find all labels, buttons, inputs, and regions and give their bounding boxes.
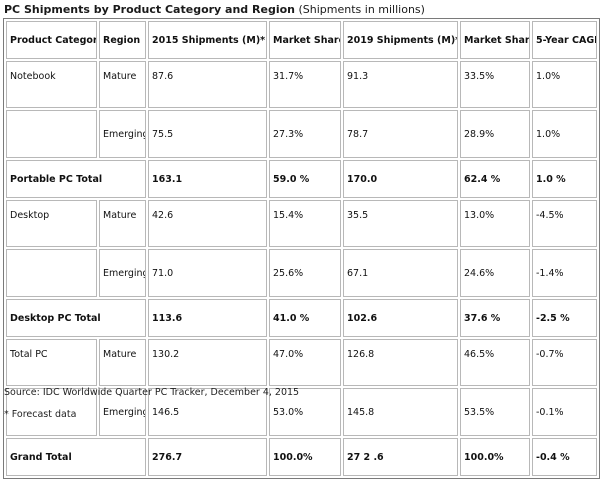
cell-2019-share: 24.6% [460,249,530,297]
cell-2019-share: 62.4 % [460,160,530,198]
forecast-footnote: * Forecast data [4,409,77,420]
cell-2019-shipments: 102.6 [343,299,458,337]
table-row-portable-total: Portable PC Total 163.1 59.0 % 170.0 62.… [6,160,597,198]
table-title: PC Shipments by Product Category and Reg… [4,3,598,17]
cell-2019-share: 46.5% [460,339,530,386]
cell-cagr: -0.1% [532,388,597,436]
table-row-grand-total: Grand Total 276.7 100.0% 27 2 .6 100.0% … [6,438,597,476]
table-title-subtitle: (Shipments in millions) [298,3,425,16]
table-header-row: Product Category Region 2015 Shipments (… [6,21,597,59]
cell-2015-share: 27.3% [269,110,341,158]
cell-cagr: 1.0 % [532,160,597,198]
cell-category-empty [6,249,97,297]
cell-2015-share: 31.7% [269,61,341,108]
cell-2019-shipments: 35.5 [343,200,458,247]
cell-2019-share: 13.0% [460,200,530,247]
cell-cagr: -4.5% [532,200,597,247]
cell-cagr: -1.4% [532,249,597,297]
cell-2019-shipments: 91.3 [343,61,458,108]
header-2019-shipments: 2019 Shipments (M)* [343,21,458,59]
table-row-total-pc-mature: Total PC Mature 130.2 47.0% 126.8 46.5% … [6,339,597,386]
cell-2015-shipments: 276.7 [148,438,267,476]
table-row-desktop-mature: Desktop Mature 42.6 15.4% 35.5 13.0% -4.… [6,200,597,247]
cell-2015-share: 47.0% [269,339,341,386]
cell-2019-share: 53.5% [460,388,530,436]
cell-2015-shipments: 71.0 [148,249,267,297]
cell-total-label: Portable PC Total [6,160,146,198]
shipments-table: Product Category Region 2015 Shipments (… [3,18,600,479]
cell-2019-share: 37.6 % [460,299,530,337]
table-row-notebook-mature: Notebook Mature 87.6 31.7% 91.3 33.5% 1.… [6,61,597,108]
cell-2015-shipments: 75.5 [148,110,267,158]
cell-cagr: -0.7% [532,339,597,386]
cell-region: Emerging [99,110,146,158]
cell-2015-share: 15.4% [269,200,341,247]
cell-2019-shipments: 27 2 .6 [343,438,458,476]
cell-category-empty [6,110,97,158]
cell-2015-share: 100.0% [269,438,341,476]
cell-cagr: 1.0% [532,61,597,108]
source-note: Source: IDC Worldwide Quarter PC Tracker… [4,387,300,398]
cell-cagr: -2.5 % [532,299,597,337]
cell-cagr: 1.0% [532,110,597,158]
header-5-year-cagr: 5-Year CAGR [532,21,597,59]
cell-2015-shipments: 113.6 [148,299,267,337]
cell-category: Total PC [6,339,97,386]
cell-category: Notebook [6,61,97,108]
cell-region: Mature [99,339,146,386]
table-row-notebook-emerging: Emerging 75.5 27.3% 78.7 28.9% 1.0% [6,110,597,158]
cell-category: Desktop [6,200,97,247]
header-region: Region [99,21,146,59]
cell-2015-shipments: 163.1 [148,160,267,198]
cell-region: Emerging [99,249,146,297]
header-product-category: Product Category [6,21,97,59]
table-row-desktop-total: Desktop PC Total 113.6 41.0 % 102.6 37.6… [6,299,597,337]
cell-2019-shipments: 170.0 [343,160,458,198]
cell-2019-share: 33.5% [460,61,530,108]
cell-total-label: Desktop PC Total [6,299,146,337]
cell-2015-share: 41.0 % [269,299,341,337]
cell-2019-shipments: 67.1 [343,249,458,297]
table-row-desktop-emerging: Emerging 71.0 25.6% 67.1 24.6% -1.4% [6,249,597,297]
cell-2019-share: 28.9% [460,110,530,158]
cell-2015-share: 25.6% [269,249,341,297]
cell-2019-shipments: 78.7 [343,110,458,158]
header-2015-shipments: 2015 Shipments (M)* [148,21,267,59]
cell-2015-share: 59.0 % [269,160,341,198]
cell-2019-shipments: 126.8 [343,339,458,386]
cell-2015-shipments: 130.2 [148,339,267,386]
cell-total-label: Grand Total [6,438,146,476]
cell-cagr: -0.4 % [532,438,597,476]
cell-region: Mature [99,200,146,247]
header-market-share-2019: Market Share [460,21,530,59]
cell-2015-shipments: 87.6 [148,61,267,108]
cell-2019-shipments: 145.8 [343,388,458,436]
cell-2015-shipments: 42.6 [148,200,267,247]
table-title-main: PC Shipments by Product Category and Reg… [4,3,295,16]
header-market-share-2015: Market Share [269,21,341,59]
cell-2019-share: 100.0% [460,438,530,476]
cell-region: Mature [99,61,146,108]
